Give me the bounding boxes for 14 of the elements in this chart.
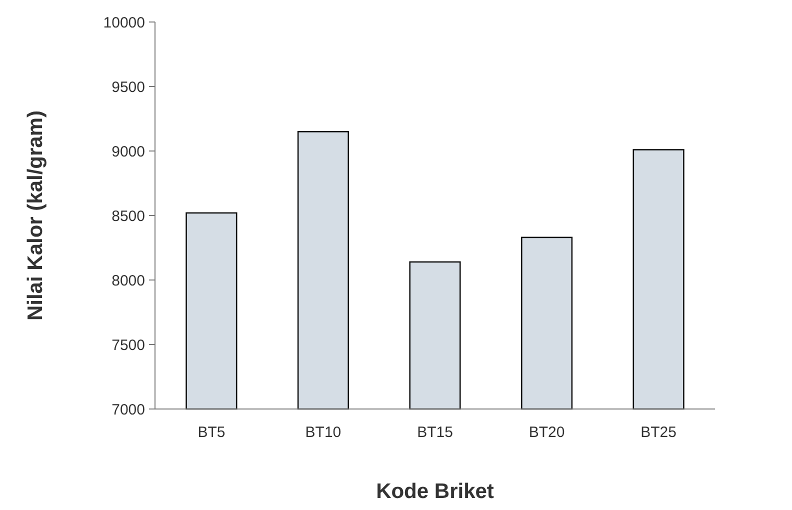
- x-axis-title: Kode Briket: [376, 480, 494, 503]
- y-tick-label: 7000: [112, 401, 145, 418]
- x-tick-label: BT25: [640, 424, 676, 441]
- x-tick-label: BT10: [305, 424, 342, 441]
- x-tick-label: BT15: [417, 424, 453, 441]
- x-tick-label: BT20: [528, 424, 565, 441]
- y-tick-label: 8000: [112, 272, 145, 290]
- y-axis-title: Nilai Kalor (kal/gram): [24, 110, 47, 321]
- y-tick-label: 10000: [103, 14, 145, 32]
- x-tick-label: BT5: [198, 424, 226, 441]
- y-tick-label: 8500: [112, 208, 145, 225]
- y-tick-label: 7500: [112, 336, 145, 354]
- y-tick-label: 9500: [112, 78, 145, 96]
- y-tick-label: 9000: [112, 143, 145, 160]
